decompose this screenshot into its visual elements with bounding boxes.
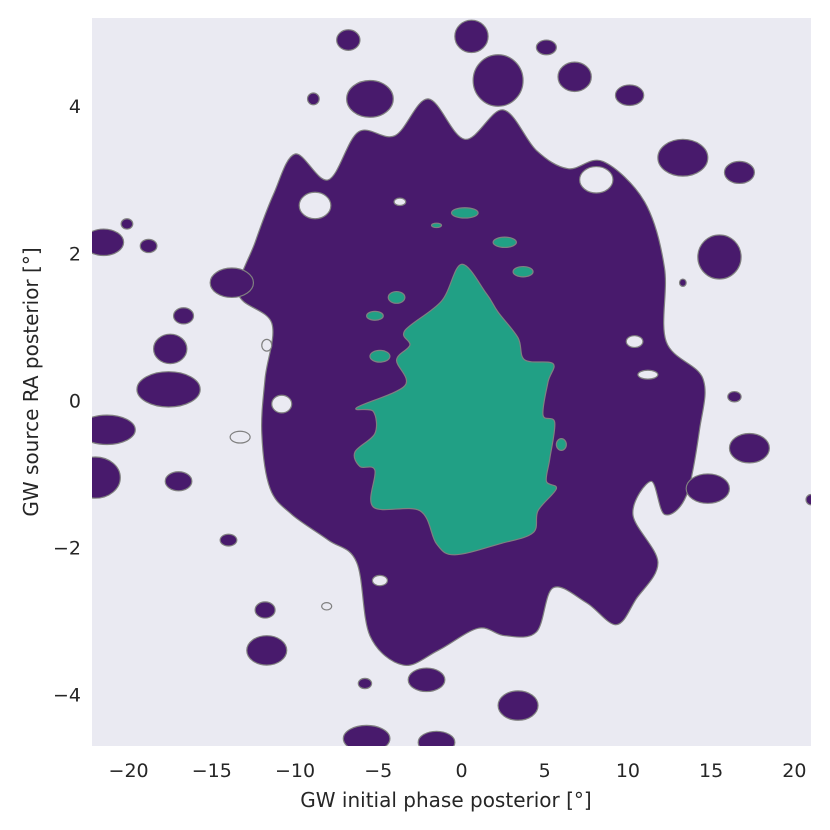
y-tick-label: 4 [69,96,81,118]
outer-contour-blob [417,730,456,746]
x-tick-label: −20 [109,760,149,782]
outer-contour-blob [472,54,524,107]
inner-contour-blob [366,310,384,321]
x-tick-label: −10 [275,760,315,782]
x-tick-label: 20 [782,760,806,782]
y-axis-label: GW source RA posterior [°] [19,247,43,516]
x-tick-label: −5 [364,760,392,782]
y-tick-label: −2 [53,537,81,559]
outer-contour-blob [407,667,446,693]
x-tick-label: 10 [616,760,640,782]
y-axis-ticks: −4 −2 0 2 4 [53,96,81,706]
outer-contour-blob [535,39,557,56]
contour-layer [92,19,811,746]
outer-contour-blob [254,601,276,619]
outer-contour-blob [728,432,770,464]
outer-contour-blob [92,456,121,499]
outer-contour-blob [557,61,592,93]
outer-contour-hole [298,191,332,220]
outer-contour-blob [342,724,391,746]
outer-contour-blob [454,19,489,54]
outer-contour-hole [579,165,614,194]
inner-contour-blob [387,290,406,304]
outer-contour-blob [164,471,193,492]
x-tick-label: −15 [192,760,232,782]
outer-contour-blob [497,690,539,721]
outer-contour-blob [172,307,195,325]
inner-contour-main [353,263,558,556]
y-tick-label: 0 [69,390,81,412]
x-tick-label: 15 [699,760,723,782]
outer-contour-hole [261,338,273,352]
outer-contour-blob [92,414,136,446]
inner-contour-blob [555,438,567,451]
inner-contour-blob [492,236,518,249]
outer-contour-blob [209,267,255,299]
y-tick-label: 2 [69,243,81,265]
outer-contour-hole [229,430,251,444]
inner-contour-blob [512,265,534,278]
outer-contour-blob [139,238,158,254]
inner-contour-blob [369,349,391,363]
outer-contour-blob [678,278,687,288]
x-axis-label: GW initial phase posterior [°] [300,788,591,812]
outer-contour-blob [92,228,125,257]
x-axis-ticks: −20 −15 −10 −5 0 5 10 15 20 [109,760,807,782]
outer-contour-blob [336,29,361,51]
outer-contour-hole [271,394,293,414]
y-tick-label: −4 [53,685,81,707]
outer-contour-blob [219,533,238,547]
x-tick-label: 0 [455,760,467,782]
outer-contour-blob [805,493,811,506]
outer-contour-blob [357,677,373,690]
outer-contour-blob [152,333,188,365]
outer-contour-hole [637,369,659,380]
outer-contour-blob [685,473,731,504]
outer-contour-blob [697,234,742,280]
outer-contour-hole [321,602,333,611]
outer-contour-blob [614,84,645,107]
outer-contour-blob [723,160,756,185]
outer-contour-blob [136,371,201,408]
outer-contour-hole [393,197,407,207]
outer-contour-blob [346,79,394,118]
outer-contour-blob [657,138,709,177]
outer-contour-blob [306,92,320,106]
outer-contour-hole [371,574,389,587]
inner-contour-blob [450,207,479,219]
inner-contour-blob [430,222,443,229]
outer-contour-hole [625,335,644,349]
x-tick-label: 5 [539,760,551,782]
outer-contour-blob [727,390,742,403]
outer-contour-blob [120,218,134,230]
outer-contour-blob [246,635,288,666]
